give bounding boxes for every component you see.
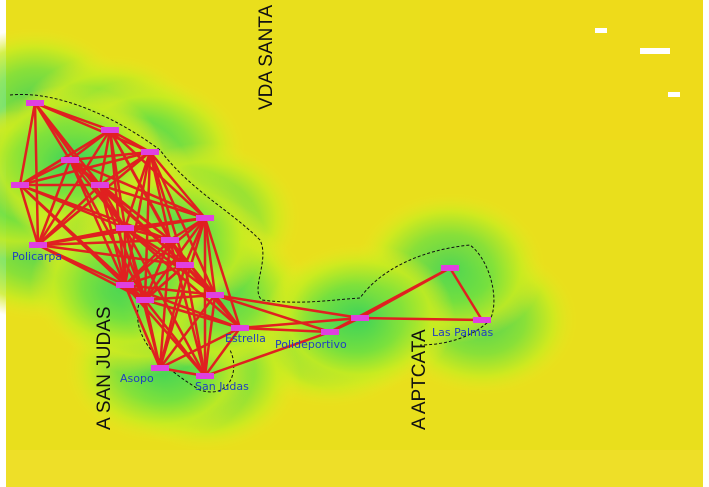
node-marker xyxy=(11,182,29,188)
node-marker xyxy=(196,373,214,379)
node-label: Policarpa xyxy=(12,250,62,263)
node-marker xyxy=(176,262,194,268)
node-marker xyxy=(441,265,459,271)
node-marker xyxy=(116,225,134,231)
place-label: A SAN JUDAS xyxy=(94,306,115,430)
place-label: A APTCATA xyxy=(409,329,430,430)
background-shade xyxy=(420,0,709,140)
background-shade xyxy=(0,450,709,487)
node-label: San Judas xyxy=(195,380,249,393)
node-marker xyxy=(206,292,224,298)
node-marker xyxy=(29,242,47,248)
node-marker xyxy=(116,282,134,288)
node-marker xyxy=(161,237,179,243)
place-label: VDA SANTA xyxy=(256,4,277,110)
node-label: Polideportivo xyxy=(275,338,347,351)
node-marker xyxy=(91,182,109,188)
node-marker xyxy=(473,317,491,323)
node-label: Asopo xyxy=(120,372,154,385)
node-marker xyxy=(151,365,169,371)
node-marker xyxy=(231,325,249,331)
node-marker xyxy=(196,215,214,221)
coverage-map: Policarpa Estrella Polideportivo Las Palmas… xyxy=(0,0,709,487)
node-marker xyxy=(321,329,339,335)
node-marker xyxy=(26,100,44,106)
artifact xyxy=(640,48,670,54)
node-marker xyxy=(101,127,119,133)
node-marker xyxy=(351,315,369,321)
frame-edge xyxy=(703,0,709,487)
node-label: Estrella xyxy=(225,332,266,345)
node-marker xyxy=(136,297,154,303)
node-marker xyxy=(141,149,159,155)
node-label: Las Palmas xyxy=(432,326,493,339)
artifact xyxy=(595,28,607,33)
artifact xyxy=(668,92,680,97)
node-marker xyxy=(61,157,79,163)
